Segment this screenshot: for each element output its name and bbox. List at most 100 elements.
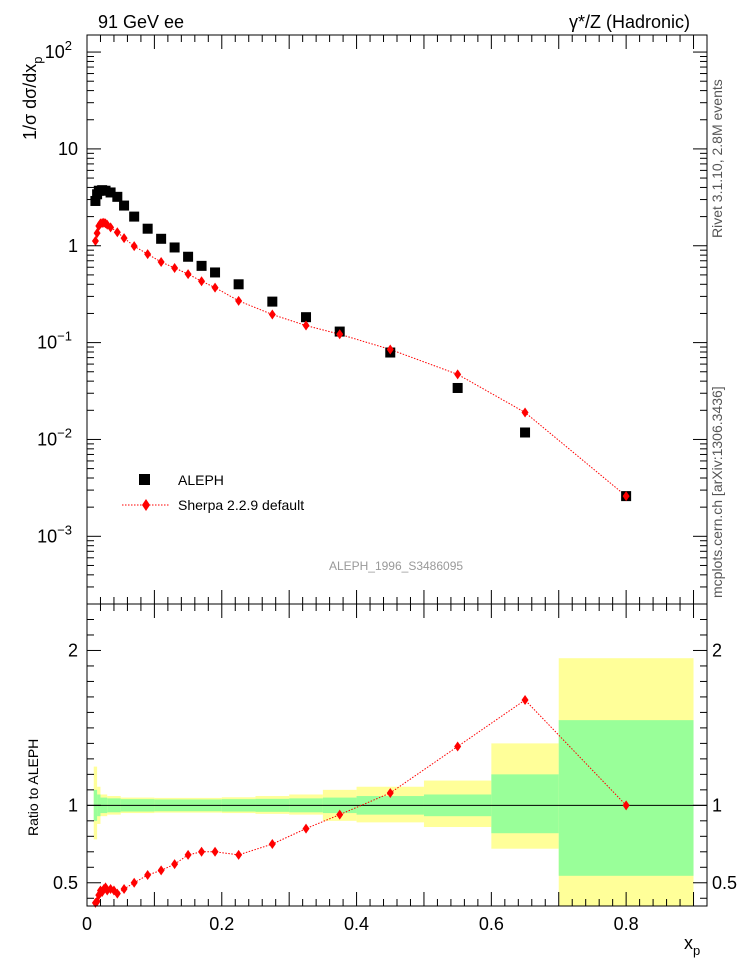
energy-label: 91 GeV ee xyxy=(98,12,184,32)
svg-text:xp: xp xyxy=(684,933,700,958)
y-tick-label: 10−3 xyxy=(37,522,72,546)
ratio-point xyxy=(184,849,192,860)
ratio-point xyxy=(386,787,394,798)
aleph-point xyxy=(156,233,167,244)
y-tick-exp: −1 xyxy=(57,329,72,344)
aleph-point xyxy=(267,296,278,307)
x-axis-title-sub: p xyxy=(693,943,700,958)
stat-uncertainty-band xyxy=(491,774,559,834)
ratio-y-tick-label-left: 1 xyxy=(68,795,78,815)
y-tick-label: 10−2 xyxy=(37,425,72,449)
ratio-point xyxy=(120,883,128,894)
aleph-point xyxy=(233,279,244,290)
sherpa-point xyxy=(157,256,165,267)
ratio-point xyxy=(211,846,219,857)
ratio-y-tick-label-right: 2 xyxy=(712,640,722,660)
aleph-point xyxy=(520,427,531,438)
legend: ALEPH Sherpa 2.2.9 default xyxy=(122,472,304,513)
legend-marker-sherpa xyxy=(142,499,150,511)
legend-label-aleph: ALEPH xyxy=(178,472,224,488)
y-tick-base: 10 xyxy=(58,139,78,159)
legend-marker-aleph xyxy=(139,474,150,485)
aleph-point xyxy=(183,251,194,262)
sherpa-point xyxy=(454,369,462,380)
ratio-point xyxy=(454,741,462,752)
sherpa-point xyxy=(91,235,99,246)
ratio-point xyxy=(622,800,630,811)
aleph-point xyxy=(100,185,111,196)
y-axis-title: 1/σ dσ/dxp xyxy=(20,57,45,141)
x-tick-label: 0 xyxy=(82,914,92,934)
y-tick-exp: −3 xyxy=(57,522,72,537)
y-tick-label: 102 xyxy=(45,38,72,62)
x-tick-label: 0.2 xyxy=(209,914,234,934)
sherpa-point xyxy=(302,320,310,331)
aleph-point xyxy=(119,200,130,211)
watermark: ALEPH_1996_S3486095 xyxy=(329,559,463,573)
process-label: γ*/Z (Hadronic) xyxy=(569,12,690,32)
sherpa-point xyxy=(184,269,192,280)
ratio-frame xyxy=(86,603,708,907)
sherpa-point xyxy=(113,227,121,238)
legend-label-sherpa: Sherpa 2.2.9 default xyxy=(178,497,304,513)
sherpa-point xyxy=(144,249,152,260)
sherpa-point xyxy=(622,491,630,502)
ratio-point xyxy=(198,846,206,857)
ratio-y-tick-label-right: 0.5 xyxy=(712,873,737,893)
ratio-y-tick-label-left: 0.5 xyxy=(53,873,78,893)
stat-uncertainty-band xyxy=(558,720,694,876)
sherpa-point xyxy=(386,344,394,355)
sherpa-point xyxy=(130,241,138,252)
svg-text:1/σ dσ/dxp: 1/σ dσ/dxp xyxy=(20,57,45,141)
ratio-point xyxy=(113,888,121,899)
y-tick-base: 10 xyxy=(45,42,65,62)
aleph-point xyxy=(452,382,463,393)
ratio-point xyxy=(144,870,152,881)
sherpa-point xyxy=(268,309,276,320)
y-axis-title-main: 1/σ dσ/dx xyxy=(20,64,40,140)
sherpa-point xyxy=(198,276,206,287)
sherpa-line xyxy=(94,222,627,497)
ratio-point xyxy=(268,839,276,850)
aleph-point xyxy=(112,191,123,202)
ratio-point xyxy=(235,849,243,860)
mcplots-label: mcplots.cern.ch [arXiv:1306.3436] xyxy=(709,386,725,598)
y-tick-label: 1 xyxy=(68,236,78,256)
y-tick-label: 10 xyxy=(58,139,78,159)
ratio-point xyxy=(157,865,165,876)
x-axis-title-main: x xyxy=(684,933,693,953)
y-axis-title-sub: p xyxy=(30,57,45,64)
y-tick-base: 10 xyxy=(37,333,57,353)
sherpa-point xyxy=(211,282,219,293)
ratio-y-axis-title: Ratio to ALEPH xyxy=(25,739,41,836)
y-tick-exp: −2 xyxy=(57,425,72,440)
rivet-label: Rivet 3.1.10, 2.8M events xyxy=(709,79,725,238)
sherpa-point xyxy=(235,295,243,306)
aleph-point xyxy=(105,187,116,198)
aleph-point xyxy=(129,211,140,222)
sherpa-point xyxy=(171,262,179,273)
y-tick-base: 10 xyxy=(37,526,57,546)
x-tick-label: 0.4 xyxy=(344,914,369,934)
y-tick-base: 1 xyxy=(68,236,78,256)
ratio-point xyxy=(130,877,138,888)
aleph-point xyxy=(169,242,180,253)
ratio-point xyxy=(521,695,529,706)
ratio-panel: 0 0.2 0.4 0.6 0.8 0.5 0.5 1 1 2 2 Ratio to ALEPH x… xyxy=(25,603,737,958)
aleph-point xyxy=(142,223,153,234)
y-tick-base: 10 xyxy=(37,429,57,449)
aleph-point xyxy=(90,195,101,206)
ratio-point xyxy=(171,859,179,870)
x-tick-label: 0.8 xyxy=(614,914,639,934)
x-axis-title: xp xyxy=(684,933,700,958)
ratio-point xyxy=(302,823,310,834)
sherpa-point xyxy=(336,329,344,340)
ratio-point xyxy=(336,809,344,820)
aleph-point xyxy=(301,312,312,323)
x-tick-label: 0.6 xyxy=(479,914,504,934)
sherpa-point xyxy=(120,233,128,244)
aleph-point xyxy=(210,267,221,278)
aleph-point xyxy=(196,260,207,271)
ratio-y-tick-label-right: 1 xyxy=(712,795,722,815)
